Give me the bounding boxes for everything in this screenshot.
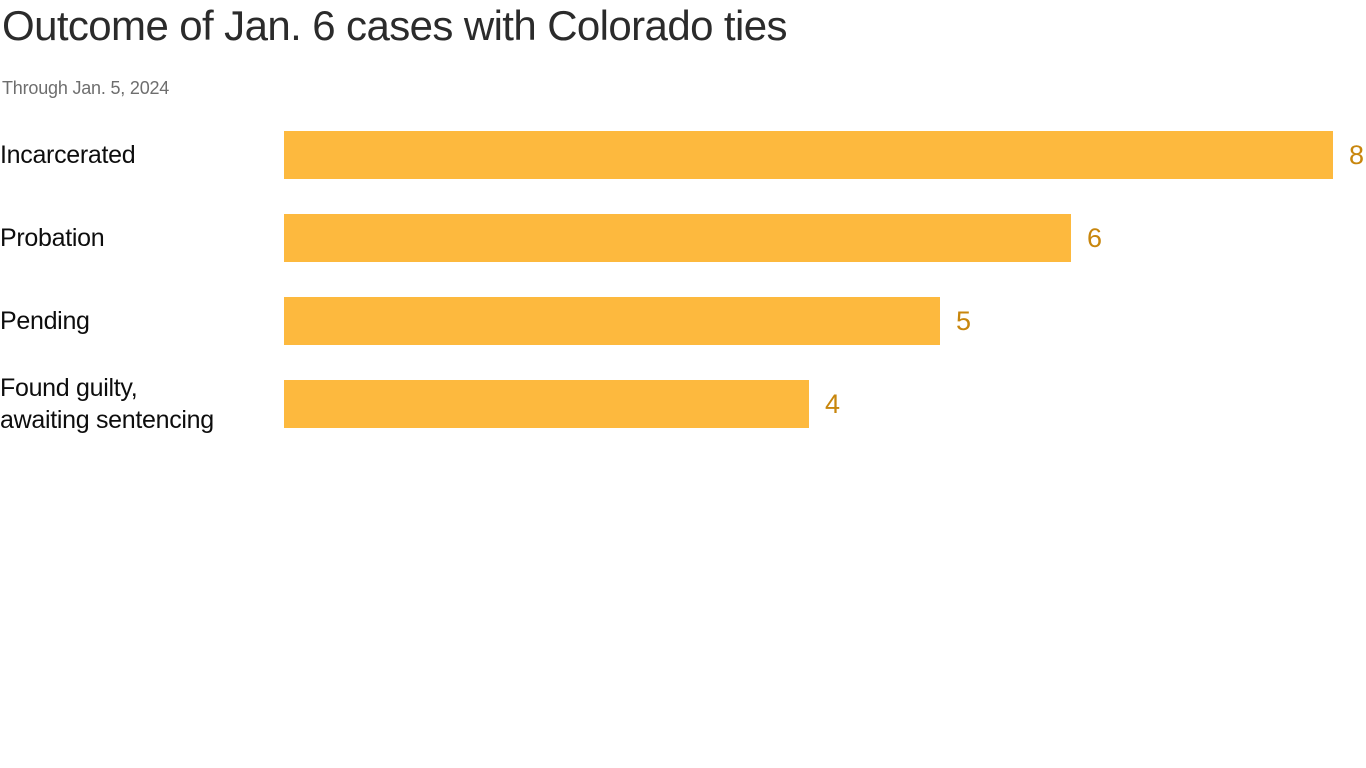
value-label: 5 — [956, 305, 972, 336]
bar-track: 4 — [284, 380, 1366, 428]
bar — [284, 214, 1071, 262]
bar-row-pending: Pending 5 — [0, 297, 1366, 345]
chart-title: Outcome of Jan. 6 cases with Colorado ti… — [2, 2, 787, 49]
bar-row-probation: Probation 6 — [0, 214, 1366, 262]
bar-track: 8 — [284, 131, 1366, 179]
chart-subtitle: Through Jan. 5, 2024 — [2, 78, 170, 98]
category-label: Probation — [0, 224, 105, 252]
bar-row-found-guilty: Found guilty, awaiting sentencing 4 — [0, 374, 1366, 434]
value-label: 4 — [825, 388, 841, 419]
bar-track: 5 — [284, 297, 1366, 345]
bar — [284, 297, 940, 345]
value-label: 8 — [1349, 139, 1365, 170]
category-label: Incarcerated — [0, 141, 136, 169]
bar-chart: Incarcerated 8 Probation 6 Pending 5 Fou… — [0, 131, 1366, 463]
bar-track: 6 — [284, 214, 1366, 262]
bar — [284, 131, 1333, 179]
value-label: 6 — [1087, 222, 1103, 253]
bar-row-incarcerated: Incarcerated 8 — [0, 131, 1366, 179]
category-label: Pending — [0, 307, 90, 335]
bar — [284, 380, 809, 428]
category-label: Found guilty, awaiting sentencing — [0, 374, 214, 434]
